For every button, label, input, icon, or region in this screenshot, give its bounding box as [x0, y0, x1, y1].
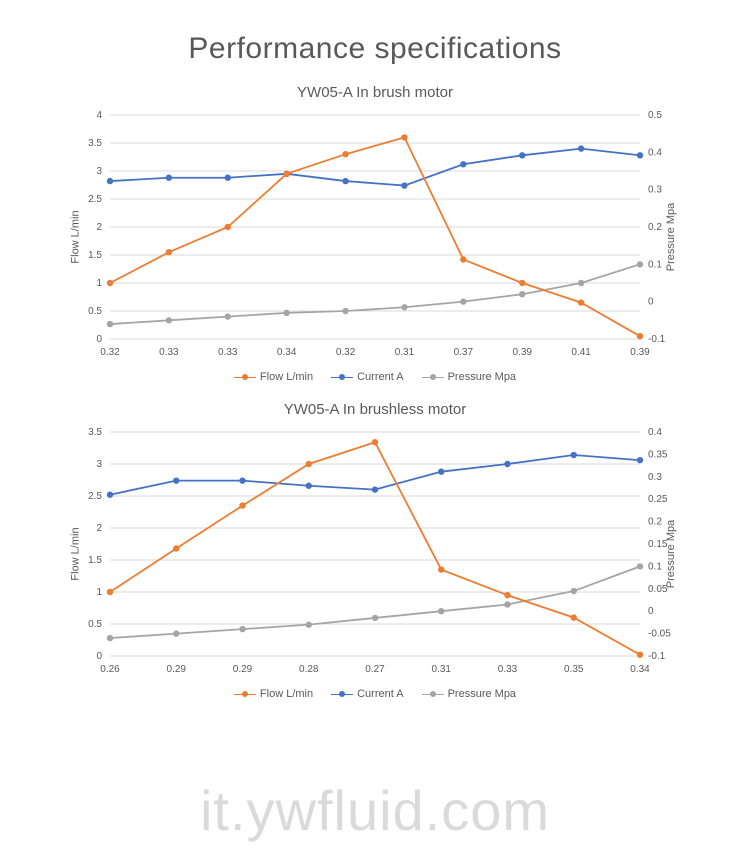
svg-text:0: 0 — [96, 651, 102, 662]
svg-text:0.41: 0.41 — [571, 347, 591, 358]
chart-2-svg: 00.511.522.533.5-0.1-0.0500.050.10.150.2… — [55, 424, 695, 684]
chart-2-legend: Flow L/min Current A Pressure Mpa — [55, 688, 695, 700]
legend-swatch-current — [331, 373, 353, 381]
svg-text:3: 3 — [96, 459, 102, 470]
svg-text:-0.1: -0.1 — [648, 334, 666, 345]
svg-text:-0.05: -0.05 — [648, 629, 671, 640]
svg-text:1.5: 1.5 — [88, 250, 102, 261]
svg-text:0.39: 0.39 — [512, 347, 532, 358]
chart-1-legend: Flow L/min Current A Pressure Mpa — [55, 371, 695, 383]
svg-text:0.33: 0.33 — [159, 347, 179, 358]
legend-swatch-pressure — [422, 373, 444, 381]
svg-text:0.5: 0.5 — [648, 110, 662, 121]
svg-text:4: 4 — [96, 110, 102, 121]
legend-swatch-flow — [234, 373, 256, 381]
svg-text:-0.1: -0.1 — [648, 651, 666, 662]
svg-text:0: 0 — [648, 297, 654, 308]
legend-flow-2: Flow L/min — [234, 688, 313, 700]
legend-pressure-2: Pressure Mpa — [422, 688, 516, 700]
legend-current-label-2: Current A — [357, 688, 403, 700]
chart-1-title: YW05-A In brush motor — [55, 84, 695, 101]
svg-text:3.5: 3.5 — [88, 138, 102, 149]
svg-text:1: 1 — [96, 278, 102, 289]
chart-1-y-right-label: Pressure Mpa — [665, 203, 677, 271]
svg-text:2: 2 — [96, 523, 102, 534]
chart-2: YW05-A In brushless motor Flow L/min Pre… — [55, 401, 695, 700]
legend-swatch-flow-2 — [234, 690, 256, 698]
legend-flow-label: Flow L/min — [260, 371, 313, 383]
svg-text:0.34: 0.34 — [630, 664, 650, 675]
watermark-text: it.ywfluid.com — [0, 778, 750, 843]
svg-text:0.29: 0.29 — [167, 664, 187, 675]
legend-flow-label-2: Flow L/min — [260, 688, 313, 700]
svg-text:0.37: 0.37 — [454, 347, 474, 358]
svg-text:0.4: 0.4 — [648, 427, 662, 438]
legend-current-label: Current A — [357, 371, 403, 383]
svg-text:0.4: 0.4 — [648, 147, 662, 158]
svg-text:0.33: 0.33 — [218, 347, 238, 358]
svg-text:0.31: 0.31 — [395, 347, 415, 358]
svg-text:0.1: 0.1 — [648, 259, 662, 270]
svg-text:0.35: 0.35 — [564, 664, 584, 675]
svg-text:0.1: 0.1 — [648, 561, 662, 572]
svg-text:0.34: 0.34 — [277, 347, 297, 358]
chart-1: YW05-A In brush motor Flow L/min Pressur… — [55, 84, 695, 383]
svg-text:0.32: 0.32 — [336, 347, 356, 358]
svg-text:3.5: 3.5 — [88, 427, 102, 438]
svg-text:0.3: 0.3 — [648, 185, 662, 196]
chart-2-y-right-label: Pressure Mpa — [665, 520, 677, 588]
chart-2-area: Flow L/min Pressure Mpa 0 0.5 1 1.5 2 2.5 3 3.5… — [55, 424, 695, 684]
chart-1-svg: 0 0.5 1 1.5 2 2.5 3 3.5 4 -0.1 0 0.1 0.2 0.3 0.4 0.5 0.3… — [55, 107, 695, 367]
svg-text:3: 3 — [96, 166, 102, 177]
svg-text:0.5: 0.5 — [88, 306, 102, 317]
svg-text:0.26: 0.26 — [100, 664, 120, 675]
chart-2-y-left-label: Flow L/min — [70, 527, 82, 580]
svg-text:0.25: 0.25 — [648, 494, 668, 505]
svg-text:0.2: 0.2 — [648, 517, 662, 528]
svg-text:0.2: 0.2 — [648, 222, 662, 233]
svg-text:0.31: 0.31 — [432, 664, 452, 675]
svg-text:1.5: 1.5 — [88, 555, 102, 566]
svg-text:1: 1 — [96, 587, 102, 598]
legend-current-2: Current A — [331, 688, 403, 700]
legend-pressure-label: Pressure Mpa — [448, 371, 516, 383]
svg-text:2.5: 2.5 — [88, 491, 102, 502]
svg-text:2.5: 2.5 — [88, 194, 102, 205]
svg-text:0.39: 0.39 — [630, 347, 650, 358]
svg-text:0.35: 0.35 — [648, 449, 668, 460]
svg-text:0.3: 0.3 — [648, 472, 662, 483]
legend-current: Current A — [331, 371, 403, 383]
chart-1-y-left-label: Flow L/min — [70, 210, 82, 263]
legend-swatch-current-2 — [331, 690, 353, 698]
legend-pressure: Pressure Mpa — [422, 371, 516, 383]
svg-text:0.29: 0.29 — [233, 664, 253, 675]
legend-pressure-label-2: Pressure Mpa — [448, 688, 516, 700]
svg-text:0.32: 0.32 — [100, 347, 120, 358]
chart-2-title: YW05-A In brushless motor — [55, 401, 695, 418]
svg-text:0.27: 0.27 — [365, 664, 385, 675]
svg-text:0.5: 0.5 — [88, 619, 102, 630]
svg-text:0: 0 — [648, 606, 654, 617]
legend-flow: Flow L/min — [234, 371, 313, 383]
svg-text:0.28: 0.28 — [299, 664, 319, 675]
svg-text:0: 0 — [96, 334, 102, 345]
chart-1-area: Flow L/min Pressure Mpa 0 0.5 1 1.5 2 2.5 3 3.5… — [55, 107, 695, 367]
legend-swatch-pressure-2 — [422, 690, 444, 698]
svg-text:0.33: 0.33 — [498, 664, 518, 675]
page-title: Performance specifications — [0, 0, 750, 84]
svg-text:2: 2 — [96, 222, 102, 233]
